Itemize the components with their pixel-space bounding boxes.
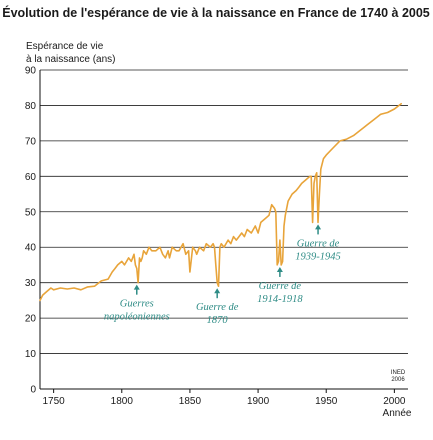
y-tick-label-60: 60: [25, 172, 37, 183]
annotation-arrow-head-0: [133, 284, 140, 290]
x-tick-label-1750: 1750: [43, 396, 66, 407]
annotation-arrow-head-3: [315, 224, 322, 230]
annotation-1: Guerre de 1870: [196, 288, 239, 326]
y-tick-label-20: 20: [25, 314, 37, 325]
annotation-label-0-line-1: napoléoniennes: [104, 312, 170, 323]
y-tick-label-90: 90: [25, 66, 37, 77]
y-tick-label-40: 40: [25, 243, 37, 254]
y-axis-label-line-2: à la naissance (ans): [26, 54, 116, 65]
y-tick-label-80: 80: [25, 101, 37, 112]
y-tick-label-70: 70: [25, 136, 37, 147]
axes: 0 10 20 30 40 50 60 70 80 90 1750 1800 1850 1900 1950 2…: [25, 66, 408, 407]
annotation-label-1-line-1: 1870: [207, 315, 229, 326]
credit-line-2: 2006: [391, 377, 405, 383]
annotation-label-2-line-0: Guerre de: [259, 281, 302, 292]
annotation-label-1-line-0: Guerre de: [196, 302, 239, 313]
annotation-arrow-head-1: [214, 288, 221, 294]
annotation-label-3-line-0: Guerre de: [297, 238, 340, 249]
y-tick-label-30: 30: [25, 278, 37, 289]
annotation-label-2-line-1: 1914-1918: [257, 294, 303, 305]
annotation-3: Guerre de 1939-1945: [295, 224, 341, 262]
annotation-0: Guerres napoléoniennes: [104, 284, 170, 323]
annotation-arrow-head-2: [276, 266, 283, 272]
x-tick-label-1900: 1900: [247, 396, 270, 407]
x-tick-label-1800: 1800: [111, 396, 134, 407]
y-tick-label-0: 0: [30, 385, 36, 396]
series-line-0: [39, 102, 403, 302]
series-layer: [39, 102, 403, 302]
y-tick-label-50: 50: [25, 207, 37, 218]
gridlines: [40, 69, 408, 354]
x-tick-label-1950: 1950: [315, 396, 338, 407]
chart-title: Évolution de l'espérance de vie à la nai…: [2, 5, 430, 20]
annotation-label-0-line-0: Guerres: [120, 299, 154, 310]
x-axis-label: Année: [383, 408, 412, 419]
x-tick-label-2000: 2000: [383, 396, 406, 407]
annotation-2: Guerre de 1914-1918: [257, 266, 303, 305]
credit-line-1: INED: [391, 370, 406, 376]
y-tick-label-10: 10: [25, 349, 37, 360]
y-axis-label-line-1: Espérance de vie: [26, 41, 104, 52]
x-tick-label-1850: 1850: [179, 396, 202, 407]
annotation-label-3-line-1: 1939-1945: [295, 251, 341, 262]
